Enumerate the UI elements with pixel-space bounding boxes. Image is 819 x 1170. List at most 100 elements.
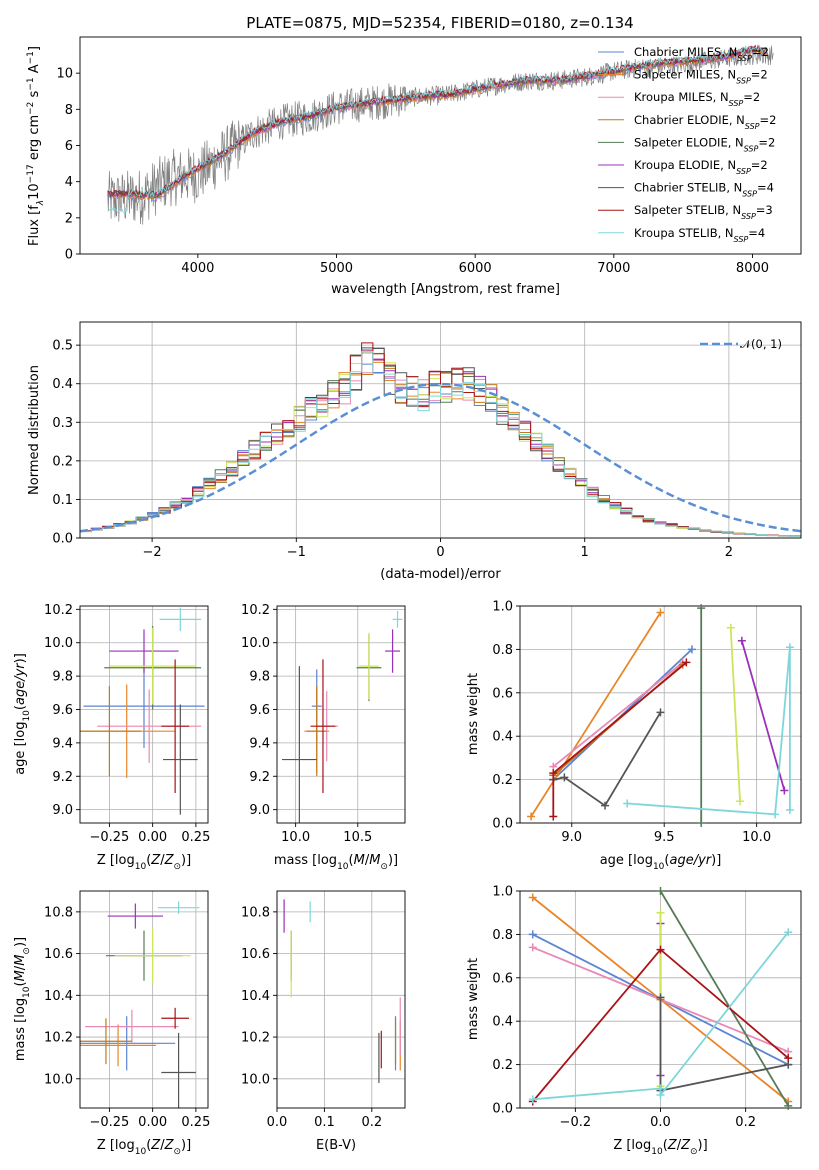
x-tick-label: 0.0 [650,1115,671,1130]
x-tick-label: 10.0 [742,830,771,845]
weight-marker [726,623,735,632]
x-tick-label: 5000 [320,261,353,276]
y-tick-label: 0.2 [492,773,513,788]
y-tick-label: 6 [65,139,73,154]
y-tick-label: 0.0 [492,817,513,832]
legend-entry: Chabrier STELIB, NSSP=4 [634,181,774,199]
weight-line [553,711,662,807]
model-spectrum [107,47,767,200]
y-tick-label: 10.0 [44,1072,73,1087]
y-tick-label: 8 [65,103,73,118]
y-tick-label: 0.4 [492,730,513,745]
weight-marker [735,797,744,806]
y-tick-label: 0.6 [492,971,513,986]
y-tick-label: 0.2 [492,1058,513,1073]
axes-frame [276,890,406,1109]
x-tick-label: 10.5 [343,830,372,845]
plot-area [80,607,205,815]
x-tick-label: 0.1 [314,1115,335,1130]
legend-entry: 𝒩(0, 1) [740,337,782,351]
y-tick-label: 9.0 [52,803,73,818]
panel-ebv-mass: 0.0 0.1 0.2 10.0 10.2 10.4 10.6 10.8 E(B-V) [241,890,406,1153]
plot-area [283,899,401,1083]
x-tick-label: −1 [287,545,306,560]
y-tick-label: 10.8 [44,905,73,920]
weight-marker [687,645,696,654]
weight-marker [527,812,536,821]
x-tick-label: 0.2 [735,1115,756,1130]
weight-marker [528,930,537,939]
x-tick-label: 7000 [597,261,630,276]
weight-line [530,612,662,817]
y-tick-label: 2 [65,211,73,226]
y-tick-label: 10.8 [241,905,270,920]
y-axis-label: mass weight [466,958,481,1040]
y-tick-label: 0.2 [52,454,73,469]
weight-marker [601,801,610,810]
axes-frame [79,890,209,1109]
panel-age-weight: 9.0 9.5 10.0 0.0 0.2 0.4 0.6 0.8 1.0 age [log10(a… [466,600,802,872]
weight-marker [785,643,794,652]
weight-line [552,661,687,817]
y-tick-label: 0.6 [492,686,513,701]
weight-marker [528,893,537,902]
y-tick-label: 9.2 [52,770,73,785]
legend-entry: Chabrier MILES, NSSP=2 [634,45,769,63]
legend-entry: Salpeter ELODIE, NSSP=2 [634,135,775,153]
legend-entry: Kroupa STELIB, NSSP=4 [634,226,765,244]
x-tick-label: 6000 [459,261,492,276]
weight-marker [656,608,665,617]
x-tick-label: 4000 [181,261,214,276]
y-tick-label: 10.4 [44,989,73,1004]
weight-marker [623,799,632,808]
x-axis-label: E(B-V) [316,1138,356,1153]
legend-entry: Chabrier ELODIE, NSSP=2 [634,113,776,131]
y-axis-label: Flux [fλ10−17 erg cm−2 s−1 A−1] [26,46,46,246]
weight-marker [784,1054,793,1063]
y-tick-label: 9.0 [249,803,270,818]
x-tick-label: 1 [581,545,589,560]
x-axis-label: age [log10(age/yr)] [600,853,722,872]
y-tick-label: 10.0 [241,636,270,651]
weight-line [729,627,741,802]
weight-marker [656,993,665,1002]
y-tick-label: 4 [65,175,73,190]
weight-marker [656,1090,665,1099]
y-tick-label: 9.2 [249,770,270,785]
weight-marker [656,708,665,717]
weight-marker [780,786,789,795]
y-axis-label: Normed distribution [27,365,42,495]
x-axis-label: mass [log10(M/M⊙)] [274,853,398,872]
legend-entry: Salpeter MILES, NSSP=2 [634,68,768,86]
y-tick-label: 10.6 [241,947,270,962]
weight-line [627,647,791,816]
y-tick-label: 0.5 [52,339,73,354]
x-tick-label: 10.0 [281,830,310,845]
x-tick-label: 8000 [736,261,769,276]
weight-marker [560,773,569,782]
weight-marker [737,636,746,645]
panel-z-weight: −0.2 0.0 0.2 0.0 0.2 0.4 0.6 0.8 1.0 Z [log10(Z/Z… [466,885,802,1157]
x-tick-label: 0.25 [181,1115,210,1130]
panel-mass-age: 10.0 10.5 9.0 9.2 9.4 9.6 9.8 10.0 10.2 mass [log… [241,603,406,872]
y-tick-label: 0.8 [492,643,513,658]
y-tick-label: 10.0 [44,636,73,651]
y-axis-label: mass weight [466,673,481,755]
x-tick-label: −0.25 [89,1115,129,1130]
x-tick-label: 0.0 [267,1115,288,1130]
x-tick-label: −2 [143,545,162,560]
y-tick-label: 1.0 [492,885,513,900]
legend-entry: Kroupa MILES, NSSP=2 [634,90,760,108]
x-axis-label: Z [log10(Z/Z⊙)] [97,853,191,872]
x-tick-label: 0.00 [138,830,167,845]
weight-marker [682,658,691,667]
plot-area [80,342,801,537]
y-tick-label: 10.2 [241,603,270,618]
axes-frame [519,605,802,824]
legend-entry: Kroupa ELODIE, NSSP=2 [634,158,768,176]
model-spectrum [107,44,767,214]
weight-marker [528,943,537,952]
weight-marker [528,1095,537,1104]
